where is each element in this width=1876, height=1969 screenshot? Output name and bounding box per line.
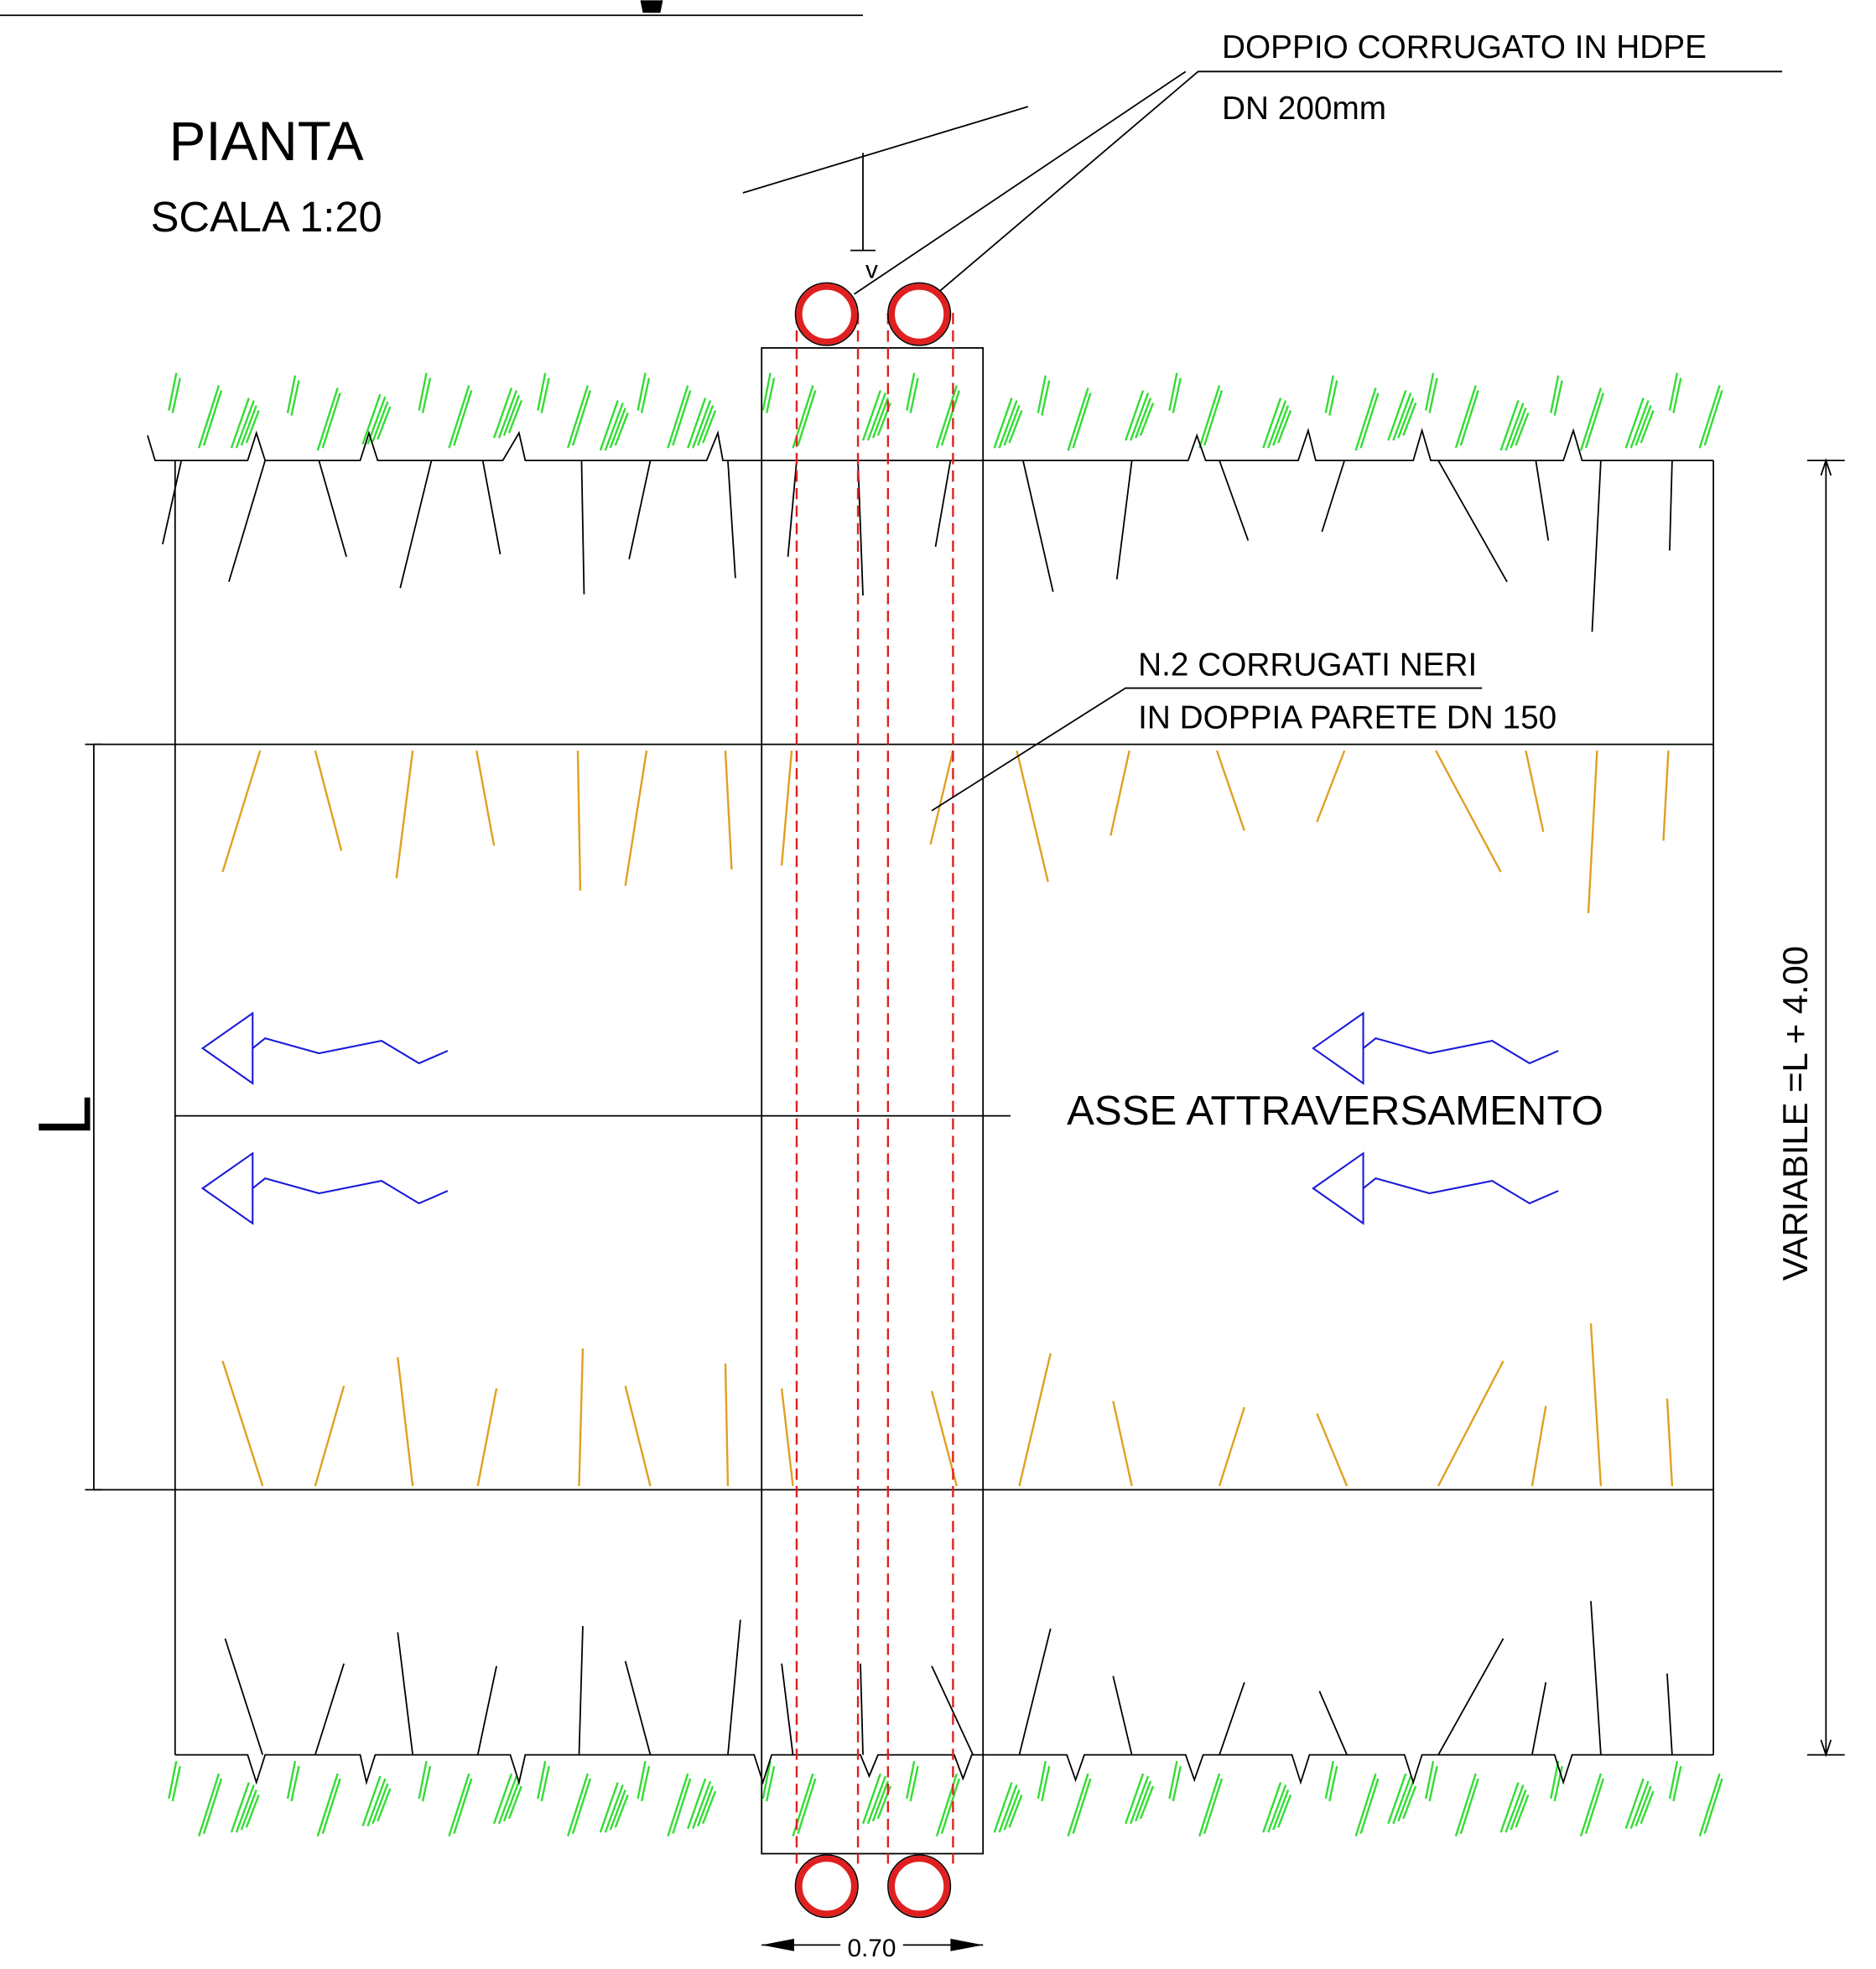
flow-arrows [200, 1011, 1559, 1225]
dim-total-text: VARIABILE =L + 4.00 [1775, 946, 1815, 1281]
slope-lines-top [162, 460, 1673, 632]
level-marker [742, 106, 1029, 252]
title: PIANTA [169, 111, 364, 172]
dim-width-text: 0.70 [847, 1935, 896, 1962]
pipe-lines [795, 313, 954, 1864]
trench [761, 347, 985, 1855]
dim-total [1806, 458, 1845, 1758]
edge-top [147, 428, 1714, 462]
edge-bottom [174, 1753, 1714, 1785]
slope-lines-bottom [224, 1601, 1673, 1756]
callout-text: IN DOPPIA PARETE DN 150 [1138, 699, 1556, 735]
pipe-sections [794, 282, 952, 1919]
slope-lines-orange-bottom [221, 1323, 1674, 1487]
grass-bottom [168, 1759, 1723, 1837]
callout-text: N.2 CORRUGATI NERI [1138, 647, 1477, 683]
grass-top [168, 371, 1723, 452]
frame [93, 460, 1715, 1755]
scale: SCALA 1:20 [151, 193, 382, 241]
callout-text: DN 200mm [1222, 91, 1386, 127]
level-text: v [865, 256, 878, 283]
leader [931, 687, 1483, 812]
title-fragment [640, 0, 663, 13]
dim-length-text: L [22, 1095, 106, 1137]
axis-label: ASSE ATTRAVERSAMENTO [1067, 1088, 1603, 1134]
callout-text: DOPPIO CORRUGATO IN HDPE [1222, 29, 1707, 65]
slope-lines-orange-top [221, 750, 1670, 914]
dim-length [85, 743, 103, 1491]
leader [854, 70, 1783, 295]
